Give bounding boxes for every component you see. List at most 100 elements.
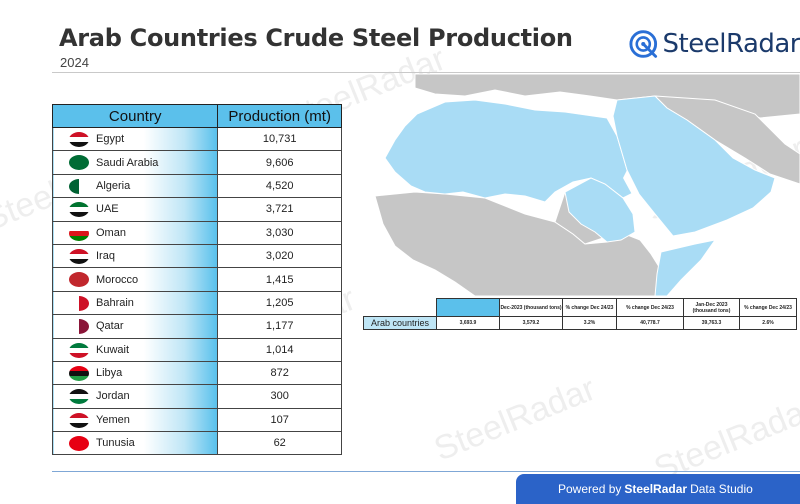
brand-logo: SteelRadar (628, 24, 800, 64)
summary-header-empty (363, 298, 437, 317)
production-value: 9,606 (217, 150, 342, 175)
country-cell: Qatar (51, 314, 219, 339)
brand-name: SteelRadar (662, 29, 800, 59)
footer-suffix: Data Studio (690, 482, 753, 496)
country-cell: Oman (51, 220, 219, 245)
table-row: Bahrain 1,205 (51, 290, 342, 316)
country-cell: Libya (51, 360, 219, 386)
kuwait-flag-icon (69, 342, 89, 358)
morocco-flag-icon (69, 272, 89, 288)
summary-value: 39,763.3 (683, 316, 740, 330)
production-value: 3,030 (217, 220, 342, 245)
production-value: 872 (217, 360, 342, 386)
map-sea (623, 170, 655, 220)
map-arab-region (384, 95, 776, 296)
table-row: Tunusia 62 (51, 431, 342, 456)
table-row: Jordan 300 (51, 384, 342, 409)
country-cell: Kuwait (51, 337, 219, 362)
footer-divider (52, 471, 800, 472)
footer-banner: Powered by SteelRadar Data Studio (516, 474, 800, 504)
country-name: Bahrain (96, 296, 134, 309)
production-value: 300 (217, 384, 342, 409)
arab-world-map (374, 74, 800, 296)
production-value: 3,721 (217, 197, 342, 222)
country-cell: Iraq (51, 243, 219, 269)
col-header-country: Country (51, 104, 219, 128)
country-cell: Morocco (51, 267, 219, 292)
libya-flag-icon (69, 365, 89, 381)
country-name: UAE (96, 203, 119, 216)
yemen-flag-icon (69, 412, 89, 428)
table-row: Egypt 10,731 (51, 126, 342, 152)
country-cell: Yemen (51, 407, 219, 433)
summary-header-blank (436, 298, 500, 317)
country-cell: Bahrain (51, 290, 219, 316)
radar-logo-icon (629, 30, 658, 58)
summary-header-change2: % change Dec 24/23 (616, 298, 684, 317)
summary-header-dec2023: Dec-2023 (thousand tons) (499, 298, 563, 317)
production-value: 1,415 (217, 267, 342, 292)
summary-header-change3: % change Dec 24/23 (739, 298, 797, 317)
saudi-arabia-flag-icon (69, 155, 89, 171)
table-row: Libya 872 (51, 360, 342, 386)
country-cell: Jordan (51, 384, 219, 409)
jordan-flag-icon (69, 389, 89, 405)
country-name: Oman (96, 226, 126, 239)
page-title: Arab Countries Crude Steel Production (59, 24, 573, 52)
uae-flag-icon (69, 202, 89, 218)
summary-header-change1: % change Dec 24/23 (562, 298, 617, 317)
egypt-flag-icon (69, 132, 89, 147)
page-subtitle: 2024 (60, 55, 89, 70)
production-value: 4,520 (217, 173, 342, 199)
table-row: Iraq 3,020 (51, 243, 342, 269)
production-value: 1,205 (217, 290, 342, 316)
footer-brand: SteelRadar (624, 482, 688, 496)
tunisia-flag-icon (69, 436, 89, 452)
production-value: 107 (217, 407, 342, 433)
production-table: Country Production (mt) Egypt 10,731 Saudi… (51, 104, 342, 456)
country-cell: Tunusia (51, 431, 219, 456)
summary-header-jandec2023: Jan-Dec 2023 (thousand tons) (683, 298, 740, 317)
production-value: 1,177 (217, 314, 342, 339)
country-name: Tunusia (96, 437, 135, 450)
production-value: 10,731 (217, 126, 342, 152)
country-cell: Algeria (51, 173, 219, 199)
summary-value: 3,579.2 (499, 316, 563, 330)
country-cell: Egypt (51, 126, 219, 152)
country-name: Yemen (96, 413, 130, 426)
country-name: Jordan (96, 390, 130, 403)
table-row: Morocco 1,415 (51, 267, 342, 292)
table-row: Saudi Arabia 9,606 (51, 150, 342, 175)
production-value: 1,014 (217, 337, 342, 362)
country-name: Saudi Arabia (96, 156, 159, 169)
table-row: Yemen 107 (51, 407, 342, 433)
table-row: Algeria 4,520 (51, 173, 342, 199)
table-row: Kuwait 1,014 (51, 337, 342, 362)
col-header-production: Production (mt) (217, 104, 342, 128)
oman-flag-icon (69, 225, 89, 241)
summary-row-label: Arab countries (363, 316, 437, 330)
country-name: Libya (96, 367, 123, 380)
table-row: Oman 3,030 (51, 220, 342, 245)
summary-value: 40,778.7 (616, 316, 684, 330)
footer-prefix: Powered by (558, 482, 622, 496)
country-name: Morocco (96, 273, 139, 286)
algeria-flag-icon (69, 178, 89, 194)
summary-value: 3.2% (562, 316, 617, 330)
table-row: Qatar 1,177 (51, 314, 342, 339)
summary-value: 2.6% (739, 316, 797, 330)
watermark-text: SteelRadar (428, 369, 601, 469)
summary-value: 3,693.9 (436, 316, 500, 330)
country-cell: UAE (51, 197, 219, 222)
country-name: Qatar (96, 320, 124, 333)
table-row: UAE 3,721 (51, 197, 342, 222)
header-divider (52, 72, 800, 73)
bahrain-flag-icon (69, 295, 89, 311)
summary-table: Dec-2023 (thousand tons) % change Dec 24… (363, 298, 797, 330)
iraq-flag-icon (69, 248, 89, 264)
country-name: Iraq (96, 250, 115, 263)
country-name: Algeria (96, 179, 131, 192)
country-name: Egypt (96, 133, 125, 146)
country-cell: Saudi Arabia (51, 150, 219, 175)
qatar-flag-icon (69, 319, 89, 335)
